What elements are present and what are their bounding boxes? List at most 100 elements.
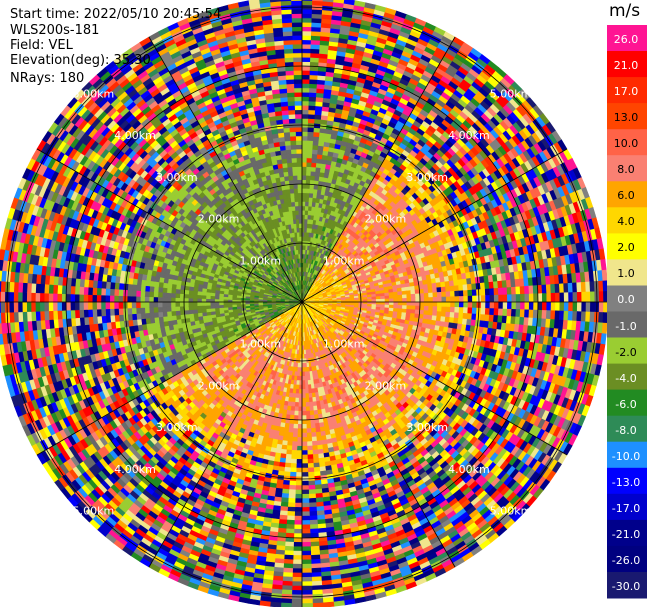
velocity-cell bbox=[563, 301, 570, 312]
velocity-cell bbox=[493, 301, 500, 310]
velocity-cell bbox=[554, 283, 561, 294]
velocity-cell bbox=[423, 292, 430, 299]
velocity-cell bbox=[301, 174, 307, 181]
velocity-cell bbox=[436, 311, 442, 317]
velocity-cell bbox=[428, 306, 434, 312]
velocity-cell bbox=[311, 162, 317, 168]
velocity-cell bbox=[528, 309, 534, 319]
velocity-cell bbox=[511, 301, 517, 310]
velocity-cell bbox=[414, 289, 421, 295]
velocity-cell bbox=[301, 113, 309, 119]
velocity-cell bbox=[497, 308, 504, 317]
velocity-cell bbox=[450, 301, 456, 308]
velocity-cell bbox=[502, 287, 508, 296]
velocity-cell bbox=[519, 286, 526, 295]
velocity-cell bbox=[301, 192, 307, 198]
velocity-cell bbox=[520, 293, 526, 303]
velocity-cell bbox=[301, 157, 308, 163]
velocity-cell bbox=[458, 296, 465, 303]
velocity-cell bbox=[308, 113, 316, 120]
velocity-cell bbox=[580, 311, 587, 323]
velocity-cell bbox=[415, 297, 421, 303]
velocity-cell bbox=[301, 187, 307, 194]
velocity-cell bbox=[489, 308, 495, 316]
velocity-cell bbox=[432, 310, 438, 317]
velocity-cell bbox=[598, 280, 604, 292]
velocity-cell bbox=[598, 301, 604, 313]
velocity-cell bbox=[480, 307, 486, 316]
velocity-cell bbox=[301, 161, 308, 167]
velocity-cell bbox=[306, 148, 314, 155]
velocity-cell bbox=[489, 294, 495, 303]
velocity-cell bbox=[428, 301, 434, 307]
velocity-cell bbox=[541, 293, 548, 303]
velocity-cell bbox=[463, 301, 469, 309]
velocity-cell bbox=[301, 21, 313, 28]
velocity-cell bbox=[307, 140, 314, 146]
velocity-cell bbox=[301, 183, 307, 189]
velocity-cell bbox=[510, 286, 517, 296]
velocity-cell bbox=[563, 310, 569, 321]
velocity-cell bbox=[301, 222, 306, 228]
velocity-cell bbox=[472, 301, 478, 309]
velocity-cell bbox=[585, 291, 591, 303]
velocity-cell bbox=[589, 281, 596, 293]
velocity-cell bbox=[485, 295, 491, 303]
velocity-cell bbox=[311, 157, 318, 164]
velocity-cell bbox=[311, 17, 323, 24]
velocity-cell bbox=[301, 131, 309, 137]
velocity-cell bbox=[445, 291, 451, 298]
velocity-cell bbox=[515, 294, 521, 303]
velocity-cell bbox=[405, 290, 412, 296]
velocity-cell bbox=[301, 196, 307, 202]
velocity-cell bbox=[581, 301, 587, 313]
velocity-cell bbox=[502, 301, 508, 310]
velocity-cell bbox=[393, 301, 399, 306]
velocity-cell bbox=[301, 13, 313, 19]
velocity-cell bbox=[502, 294, 508, 303]
velocity-cell bbox=[376, 298, 382, 303]
velocity-cell bbox=[301, 78, 311, 84]
velocity-cell bbox=[506, 294, 513, 303]
velocity-cell bbox=[384, 295, 390, 300]
velocity-cell bbox=[312, 0, 324, 6]
velocity-cell bbox=[301, 144, 308, 150]
velocity-cell bbox=[301, 61, 311, 67]
velocity-cell bbox=[528, 301, 535, 311]
velocity-cell bbox=[555, 301, 561, 312]
velocity-cell bbox=[427, 310, 434, 317]
velocity-cell bbox=[454, 301, 460, 308]
velocity-cell bbox=[437, 296, 443, 303]
velocity-cell bbox=[589, 311, 596, 323]
velocity-cell bbox=[449, 312, 455, 319]
velocity-cell bbox=[301, 30, 312, 36]
velocity-cell bbox=[301, 135, 309, 141]
velocity-cell bbox=[305, 183, 311, 189]
velocity-cell bbox=[301, 109, 310, 115]
velocity-cell bbox=[402, 297, 408, 303]
velocity-cell bbox=[305, 174, 312, 181]
velocity-cell bbox=[462, 307, 469, 314]
velocity-cell bbox=[498, 294, 504, 303]
velocity-cell bbox=[406, 305, 412, 310]
velocity-cell bbox=[559, 292, 565, 303]
velocity-cell bbox=[312, 149, 319, 155]
velocity-cell bbox=[301, 148, 308, 154]
velocity-cell bbox=[307, 135, 314, 142]
velocity-cell bbox=[458, 290, 464, 297]
velocity-cell bbox=[559, 301, 565, 312]
velocity-cell bbox=[524, 301, 530, 311]
velocity-cell bbox=[301, 8, 313, 15]
velocity-cell bbox=[402, 301, 408, 307]
velocity-cell bbox=[458, 284, 464, 292]
velocity-cell bbox=[493, 294, 500, 303]
velocity-cell bbox=[308, 105, 317, 111]
velocity-cell bbox=[472, 295, 478, 303]
velocity-cell bbox=[585, 301, 591, 313]
velocity-cell bbox=[308, 100, 317, 107]
velocity-cell bbox=[511, 294, 517, 303]
velocity-cell bbox=[301, 170, 307, 176]
velocity-cell bbox=[312, 0, 324, 2]
velocity-cell bbox=[432, 301, 438, 308]
